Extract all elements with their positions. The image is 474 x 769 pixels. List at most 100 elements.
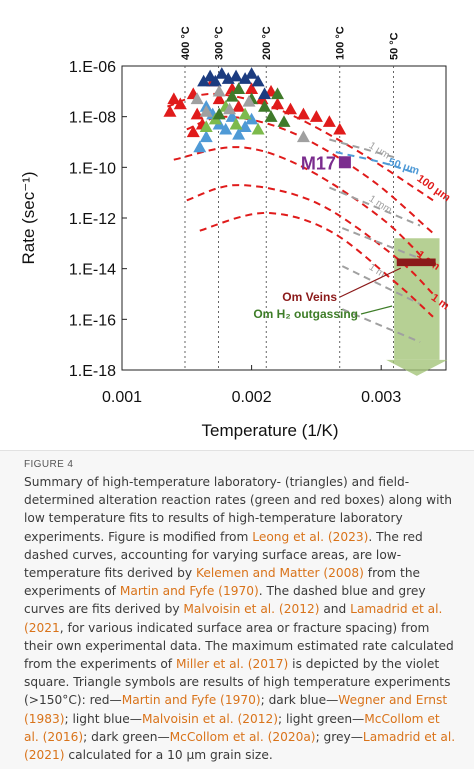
- triangle-red: [309, 110, 323, 122]
- caption-reference-link[interactable]: Malvoisin et al. (2012): [183, 602, 320, 617]
- x-axis-title: Temperature (1/K): [202, 421, 339, 440]
- triangle-dark-blue: [251, 74, 265, 87]
- figure-caption-panel: FIGURE 4 Summary of high-temperature lab…: [0, 450, 474, 769]
- triangle-dark-green: [232, 82, 246, 94]
- caption-text-span: and: [319, 602, 351, 617]
- temperature-label: 200 °C: [261, 26, 273, 60]
- triangle-dark-green: [225, 89, 239, 102]
- caption-text-span: ; dark blue—: [260, 693, 339, 708]
- blue-fit-label: 50 μm: [387, 156, 421, 177]
- chart-area: 400 °C 300 °C 200 °C 100 °C 50 °C 1.E-06 1.E-0…: [19, 26, 453, 440]
- caption-reference-link[interactable]: Lamadrid et al. (2021: [24, 602, 443, 635]
- triangle-grey: [296, 130, 310, 143]
- temperature-label: 400 °C: [180, 26, 192, 60]
- triangle-red: [212, 92, 226, 105]
- triangle-grey: [199, 105, 213, 117]
- caption-reference-link[interactable]: Miller et al. (2017): [175, 657, 289, 672]
- triangle-red: [173, 97, 187, 110]
- triangle-dark-blue: [245, 67, 259, 79]
- triangle-dark-blue: [238, 72, 252, 84]
- grey-fit-curve: [341, 308, 421, 344]
- triangle-grey: [212, 84, 226, 97]
- caption-text-span: ; light green—: [277, 711, 365, 726]
- triangle-red: [163, 105, 177, 117]
- y-tick-label: 1.E-12: [69, 211, 116, 228]
- triangle-light-blue: [219, 122, 233, 135]
- red-fit-curve: [173, 146, 434, 270]
- triangle-grey: [190, 92, 204, 105]
- triangle-dark-green: [271, 87, 285, 100]
- grey-fit-curve: [341, 265, 421, 305]
- triangle-dark-blue: [197, 74, 211, 87]
- triangle-red: [296, 107, 310, 120]
- triangle-light-green: [238, 107, 252, 120]
- om-veins-label: Om Veins: [282, 290, 337, 304]
- triangle-dark-green: [264, 110, 278, 122]
- caption-reference-link[interactable]: Martin and Fyfe (1970): [121, 693, 261, 708]
- x-tick-label: 0.003: [361, 389, 401, 406]
- triangle-grey: [223, 102, 237, 115]
- triangle-light-blue: [232, 127, 246, 140]
- om-veins-arrow: [339, 267, 402, 298]
- caption-text-span: . The red dashed curves, accounting for …: [24, 529, 423, 581]
- red-fit-curve: [186, 184, 434, 295]
- om-veins-box: [396, 258, 436, 267]
- triangle-light-green: [199, 120, 213, 132]
- caption-text-span: Summary of high-temperature laboratory- …: [24, 475, 452, 544]
- temperature-label: 50 °C: [389, 32, 401, 60]
- caption-reference-link[interactable]: Wegner and Ernst (1983): [24, 693, 448, 726]
- triangle-dark-blue: [258, 87, 272, 100]
- figure-label: FIGURE 4: [24, 459, 74, 470]
- x-tick-label: 0.001: [102, 389, 142, 406]
- triangle-red: [322, 115, 336, 127]
- caption-reference-link[interactable]: McCollom et al. (2016): [24, 711, 440, 744]
- caption-text-span: ; light blue—: [64, 711, 142, 726]
- red-fit-curve: [199, 211, 434, 318]
- caption-reference-link[interactable]: Martin and Fyfe (1970): [119, 584, 259, 599]
- triangle-light-blue: [245, 112, 259, 125]
- y-tick-label: 1.E-10: [69, 160, 116, 177]
- grey-fit-curve: [329, 186, 421, 227]
- m17-label: M17: [301, 153, 336, 173]
- triangle-light-green: [251, 122, 265, 135]
- y-tick-label: 1.E-16: [69, 312, 116, 329]
- caption-text-span: ; grey—: [315, 729, 363, 744]
- triangle-dark-green: [258, 100, 272, 112]
- triangle-red: [333, 122, 347, 135]
- y-tick-label: 1.E-14: [69, 262, 116, 279]
- grey-fit-curve: [341, 227, 421, 260]
- triangle-red: [186, 125, 200, 138]
- triangle-dark-blue: [215, 67, 229, 79]
- y-axis-title: Rate (sec⁻¹): [19, 171, 38, 264]
- triangle-red: [167, 92, 181, 105]
- m17-square: [338, 156, 351, 169]
- caption-reference-link[interactable]: McCollom et al. (2020a): [169, 729, 316, 744]
- triangle-dark-blue: [208, 74, 222, 87]
- caption-text-span: ; dark green—: [83, 729, 170, 744]
- triangle-red: [283, 102, 297, 115]
- figure-caption: Summary of high-temperature laboratory- …: [24, 473, 456, 764]
- caption-reference-link[interactable]: Malvoisin et al. (2012): [141, 711, 278, 726]
- caption-text-span: , for various indicated surface area or …: [24, 620, 454, 672]
- blue-fit-curve: [335, 151, 414, 174]
- caption-reference-link[interactable]: Lamadrid et al. (2021): [24, 729, 456, 763]
- triangle-light-green: [229, 117, 243, 130]
- triangle-grey: [242, 94, 256, 107]
- triangle-light-blue: [193, 140, 207, 153]
- y-tick-label: 1.E-06: [69, 59, 116, 76]
- caption-reference-link[interactable]: Kelemen and Matter (2008): [195, 566, 364, 581]
- triangle-dark-green: [212, 107, 226, 120]
- triangle-light-blue: [199, 130, 213, 143]
- rate-vs-temperature-chart: 400 °C 300 °C 200 °C 100 °C 50 °C 1.E-06 1.E-0…: [19, 26, 453, 440]
- caption-text-span: calculated for a 10 μm grain size.: [64, 748, 273, 763]
- caption-reference-link[interactable]: Leong et al. (2023): [252, 529, 369, 544]
- grey-fit-label: 1 mm: [367, 193, 394, 216]
- om-h2-arrow: [386, 359, 448, 376]
- om-h2-label: Om H₂ outgassing: [253, 307, 358, 321]
- y-tick-label: 1.E-08: [69, 110, 116, 127]
- triangle-red: [271, 97, 285, 110]
- temperature-label: 300 °C: [214, 26, 226, 60]
- om-h2-arrow-line: [360, 305, 393, 315]
- triangle-red: [245, 82, 259, 94]
- triangle-red: [232, 100, 246, 112]
